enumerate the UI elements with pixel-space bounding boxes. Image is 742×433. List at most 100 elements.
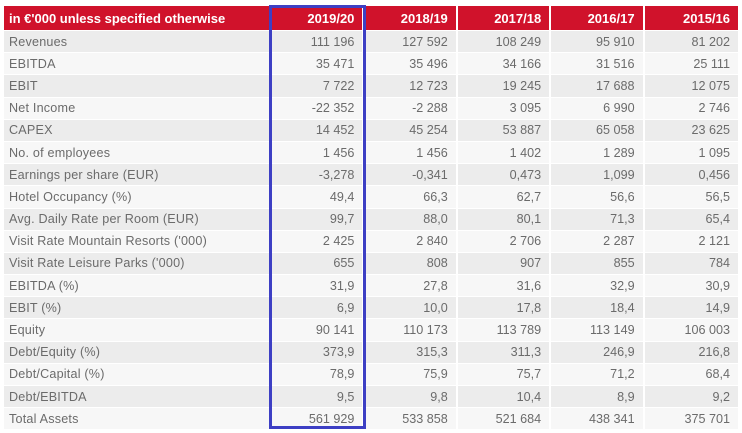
- row-value: 373,9: [271, 340, 365, 363]
- row-value: 95 910: [551, 30, 645, 53]
- row-value: 108 249: [457, 30, 552, 53]
- row-label: Debt/EBITDA: [4, 385, 272, 408]
- table-row: Total Assets 561 929 533 858 521 684 438 341…: [4, 407, 738, 430]
- row-value: 438 341: [551, 407, 645, 430]
- row-value: 2 840: [364, 229, 458, 252]
- row-value: 56,5: [644, 185, 738, 208]
- row-label: Debt/Equity (%): [4, 340, 272, 363]
- table-row: Visit Rate Leisure Parks ('000) 655 808 907…: [4, 251, 738, 275]
- row-value: 0,456: [644, 163, 738, 186]
- row-value: 855: [551, 251, 645, 275]
- row-value: 12 075: [644, 74, 738, 97]
- row-value: 246,9: [551, 340, 645, 363]
- row-value: 127 592: [364, 30, 458, 53]
- row-value: -22 352: [271, 96, 365, 119]
- row-value: 88,0: [364, 207, 458, 230]
- row-value: 1 456: [271, 140, 365, 164]
- row-value: 10,4: [457, 385, 552, 408]
- table-row: Net Income -22 352 -2 288 3 095 6 990 2 746: [4, 96, 738, 119]
- header-row: in €'000 unless specified otherwise 2019…: [4, 6, 738, 30]
- row-value: 1 095: [644, 140, 738, 164]
- row-label: EBITDA (%): [4, 274, 272, 297]
- table-row: Debt/EBITDA 9,5 9,8 10,4 8,9 9,2: [4, 385, 738, 408]
- row-label: EBIT (%): [4, 296, 272, 319]
- table-row: CAPEX 14 452 45 254 53 887 65 058 23 625: [4, 118, 738, 141]
- row-label: Hotel Occupancy (%): [4, 185, 272, 208]
- row-value: 23 625: [644, 118, 738, 141]
- header-year-2017-18: 2017/18: [457, 6, 552, 30]
- table-row: EBIT (%) 6,9 10,0 17,8 18,4 14,9: [4, 296, 738, 319]
- row-value: 6 990: [551, 96, 645, 119]
- row-label: CAPEX: [4, 118, 272, 141]
- row-value: 78,9: [271, 362, 365, 385]
- row-label: Earnings per share (EUR): [4, 163, 272, 186]
- table-header: in €'000 unless specified otherwise 2019…: [4, 6, 738, 30]
- table-row: Avg. Daily Rate per Room (EUR) 99,7 88,0 80…: [4, 207, 738, 230]
- table-row: No. of employees 1 456 1 456 1 402 1 289 1 09…: [4, 140, 738, 164]
- row-value: 71,3: [551, 207, 645, 230]
- row-value: 68,4: [644, 362, 738, 385]
- row-value: 784: [644, 251, 738, 275]
- row-value: 66,3: [364, 185, 458, 208]
- row-value: 1 456: [364, 140, 458, 164]
- row-value: 9,8: [364, 385, 458, 408]
- row-value: 1 289: [551, 140, 645, 164]
- row-value: 2 746: [644, 96, 738, 119]
- row-value: 35 471: [271, 52, 365, 75]
- row-value: 90 141: [271, 318, 365, 341]
- row-value: 75,9: [364, 362, 458, 385]
- row-value: 45 254: [364, 118, 458, 141]
- row-value: 75,7: [457, 362, 552, 385]
- row-value: 521 684: [457, 407, 552, 430]
- row-value: 14,9: [644, 296, 738, 319]
- row-value: 18,4: [551, 296, 645, 319]
- row-value: -2 288: [364, 96, 458, 119]
- row-value: 7 722: [271, 74, 365, 97]
- row-label: Net Income: [4, 96, 272, 119]
- row-value: 106 003: [644, 318, 738, 341]
- row-value: 25 111: [644, 52, 738, 75]
- row-value: 808: [364, 251, 458, 275]
- row-value: 655: [271, 251, 365, 275]
- row-value: 65 058: [551, 118, 645, 141]
- row-value: 56,6: [551, 185, 645, 208]
- row-value: 81 202: [644, 30, 738, 53]
- row-value: 315,3: [364, 340, 458, 363]
- row-value: 9,2: [644, 385, 738, 408]
- row-value: -0,341: [364, 163, 458, 186]
- row-value: 99,7: [271, 207, 365, 230]
- row-label: Total Assets: [4, 407, 272, 430]
- row-value: 17 688: [551, 74, 645, 97]
- row-value: 27,8: [364, 274, 458, 297]
- row-value: 31,6: [457, 274, 552, 297]
- table-row: Visit Rate Mountain Resorts ('000) 2 425 2…: [4, 229, 738, 252]
- row-value: 35 496: [364, 52, 458, 75]
- row-label: Visit Rate Mountain Resorts ('000): [4, 229, 272, 252]
- row-value: 65,4: [644, 207, 738, 230]
- row-value: 1 402: [457, 140, 552, 164]
- row-value: 2 706: [457, 229, 552, 252]
- row-value: 14 452: [271, 118, 365, 141]
- row-value: 49,4: [271, 185, 365, 208]
- row-label: Revenues: [4, 30, 272, 53]
- row-value: 0,473: [457, 163, 552, 186]
- row-value: 30,9: [644, 274, 738, 297]
- row-label: EBITDA: [4, 52, 272, 75]
- row-value: 375 701: [644, 407, 738, 430]
- row-label: No. of employees: [4, 140, 272, 164]
- row-value: 110 173: [364, 318, 458, 341]
- row-value: 53 887: [457, 118, 552, 141]
- row-label: EBIT: [4, 74, 272, 97]
- row-value: 31 516: [551, 52, 645, 75]
- row-value: 32,9: [551, 274, 645, 297]
- table-row: EBIT 7 722 12 723 19 245 17 688 12 075: [4, 74, 738, 97]
- row-value: 34 166: [457, 52, 552, 75]
- row-value: 80,1: [457, 207, 552, 230]
- row-value: 216,8: [644, 340, 738, 363]
- row-value: 533 858: [364, 407, 458, 430]
- header-year-2019-20: 2019/20: [271, 6, 365, 30]
- row-value: 12 723: [364, 74, 458, 97]
- financial-summary-table: in €'000 unless specified otherwise 2019…: [4, 6, 738, 430]
- table-row: Debt/Equity (%) 373,9 315,3 311,3 246,9 216,8: [4, 340, 738, 363]
- row-value: 311,3: [457, 340, 552, 363]
